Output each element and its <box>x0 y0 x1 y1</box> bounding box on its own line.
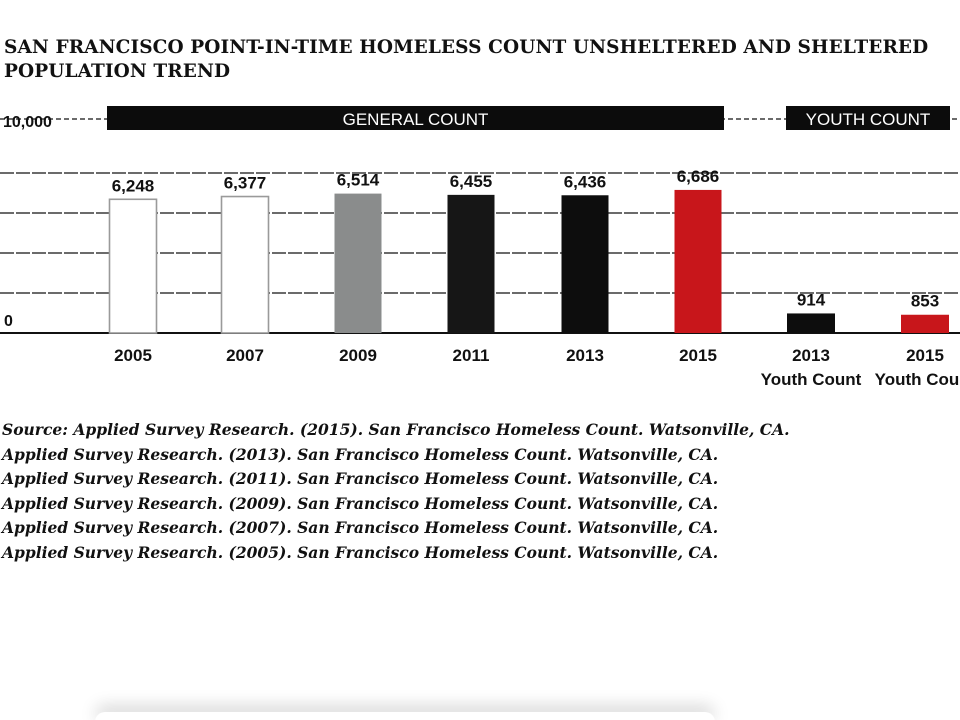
bar <box>674 189 722 333</box>
bar <box>901 314 949 333</box>
bar-value-label: 6,514 <box>337 171 380 190</box>
source-line: Applied Survey Research. (2007). San Fra… <box>2 518 719 537</box>
bar-chart: 10,000 0 GENERAL COUNT YOUTH COUNT 6,248 6,37… <box>0 106 960 389</box>
bar-value-label: 6,455 <box>450 172 493 191</box>
bar <box>108 198 158 334</box>
general-count-banner-label: GENERAL COUNT <box>343 110 489 129</box>
bar-value-label: 6,686 <box>677 167 720 186</box>
bar-value-label: 853 <box>911 292 939 311</box>
xtick-label: 2013 <box>792 346 830 365</box>
bar-value-label: 6,377 <box>224 174 267 193</box>
bar-value-label: 6,436 <box>564 172 607 191</box>
chart-title: SAN FRANCISCO POINT-IN-TIME HOMELESS COU… <box>4 36 944 84</box>
source-line: Applied Survey Research. (2011). San Fra… <box>2 469 719 488</box>
bar <box>447 194 495 333</box>
bottom-panel-edge <box>95 712 715 720</box>
xtick-label: 2009 <box>339 346 377 365</box>
xtick-label: 2011 <box>453 346 490 365</box>
source-line: Applied Survey Research. (2009). San Fra… <box>2 493 719 513</box>
bar <box>334 193 382 333</box>
general-count-banner <box>107 106 724 130</box>
xtick-label: 2005 <box>114 346 152 365</box>
bar <box>787 313 835 333</box>
ytick-label: 0 <box>4 313 13 330</box>
chart-title-line-2: POPULATION TREND <box>4 61 231 82</box>
youth-count-banner <box>786 106 950 130</box>
xtick-label: 2015 <box>679 346 717 365</box>
xtick-label: 2015 <box>906 346 944 365</box>
source-line: Applied Survey Research. (2005). San Fra… <box>2 542 719 562</box>
xtick-label: 2007 <box>226 346 264 365</box>
bar <box>220 195 270 334</box>
xtick-label: 2013 <box>566 346 604 365</box>
xtick-sublabel: Youth Count <box>875 370 960 389</box>
youth-count-banner-label: YOUTH COUNT <box>806 110 931 129</box>
bar-value-label: 914 <box>797 290 826 309</box>
bar <box>561 195 609 333</box>
ytick-label: 10,000 <box>3 114 52 131</box>
source-list: Source: Applied Survey Research. (2015).… <box>2 418 790 565</box>
chart-title-line-1: SAN FRANCISCO POINT-IN-TIME HOMELESS COU… <box>4 37 929 58</box>
source-line: Applied Survey Research. (2013). San Fra… <box>2 444 719 464</box>
xtick-sublabel: Youth Count <box>761 370 862 389</box>
bar-value-label: 6,248 <box>112 176 155 195</box>
source-line: Source: Applied Survey Research. (2015).… <box>2 420 790 439</box>
